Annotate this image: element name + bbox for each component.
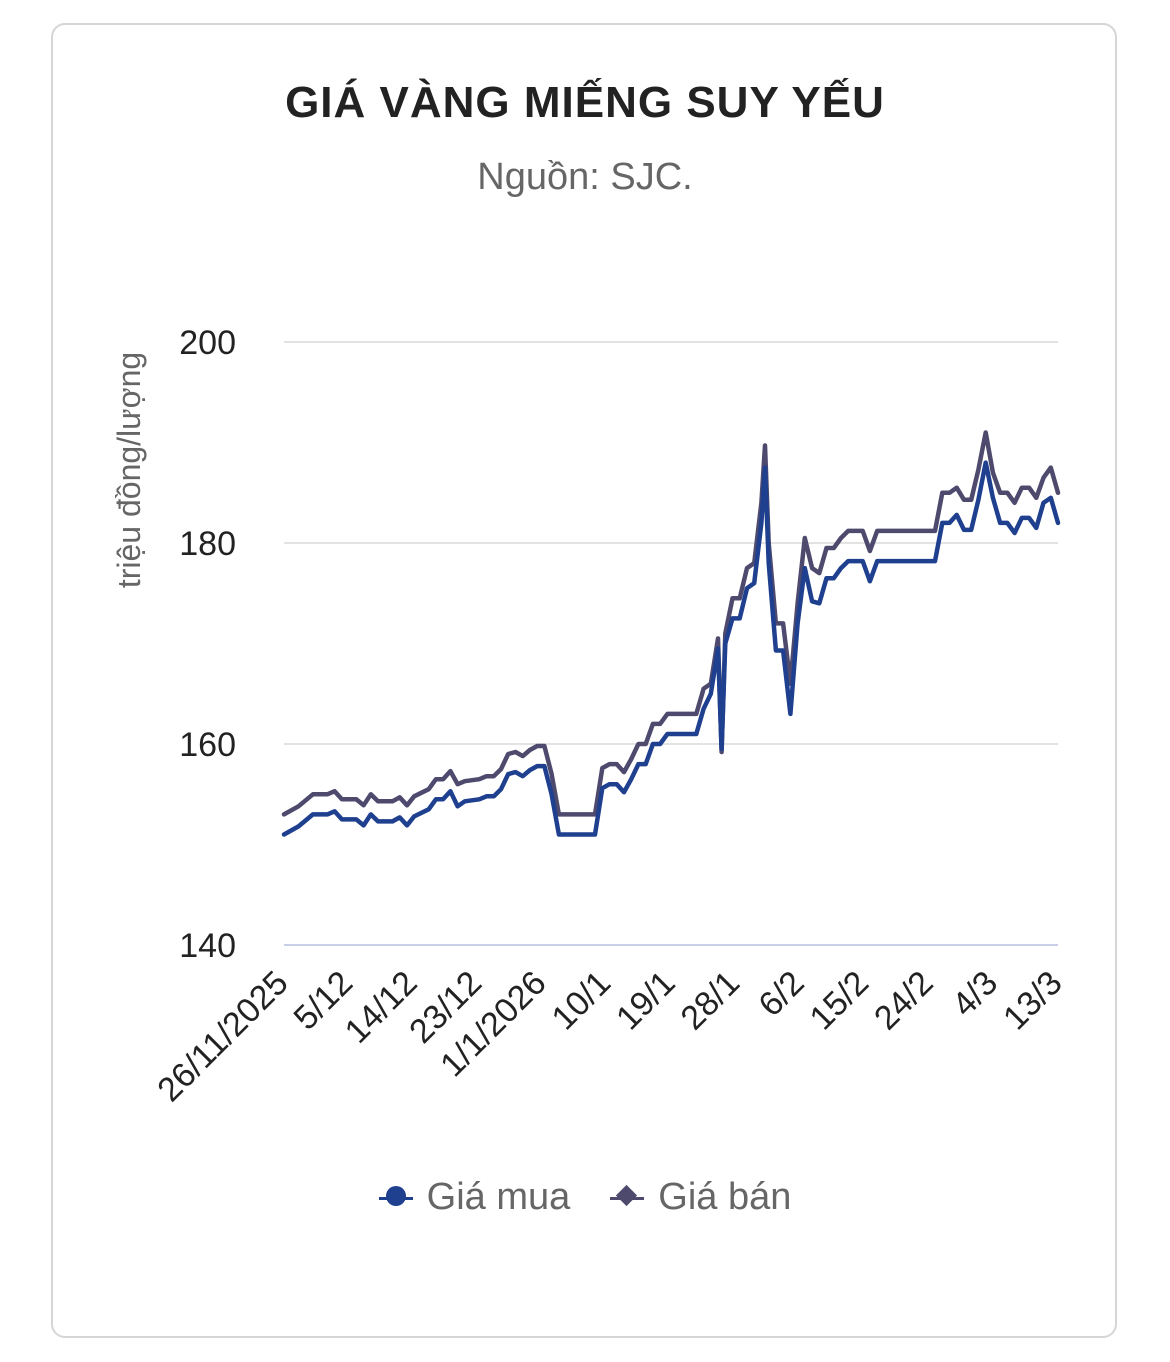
legend: Giá mua Giá bán <box>0 1176 1170 1219</box>
x-tick-label: 19/1 <box>609 964 683 1038</box>
x-tick-label: 15/2 <box>802 964 876 1038</box>
x-tick-label: 14/12 <box>338 964 425 1051</box>
x-tick-label: 6/2 <box>751 964 811 1024</box>
x-tick-label: 13/3 <box>996 964 1070 1038</box>
series-line-sell <box>281 430 1061 817</box>
legend-item-sell[interactable]: Giá bán <box>610 1176 791 1219</box>
gridlines <box>284 341 1058 946</box>
diamond-marker-icon <box>610 1184 645 1208</box>
legend-label-buy: Giá mua <box>426 1176 571 1218</box>
chart-subtitle: Nguồn: SJC. <box>477 156 693 198</box>
x-tick-label: 26/11/2025 <box>150 964 295 1109</box>
chart-card <box>51 23 1117 1338</box>
y-axis-label: triệu đồng/lượng <box>111 352 147 588</box>
legend-label-sell: Giá bán <box>658 1176 792 1218</box>
y-tick-label: 160 <box>179 726 236 764</box>
x-tick-label: 10/1 <box>544 964 618 1038</box>
x-axis-ticks: 26/11/20255/1214/1223/121/1/202610/119/1… <box>150 964 1069 1109</box>
series-line-buy <box>281 460 1061 837</box>
x-tick-label: 28/1 <box>673 964 747 1038</box>
y-tick-label: 180 <box>179 525 236 563</box>
x-tick-label: 24/2 <box>867 964 941 1038</box>
series-lines <box>281 430 1061 837</box>
y-tick-label: 200 <box>179 324 236 362</box>
y-tick-label: 140 <box>179 927 236 965</box>
y-axis-ticks: 140 160 180 200 <box>179 324 236 965</box>
chart-title: GIÁ VÀNG MIẾNG SUY YẾU <box>285 78 885 127</box>
x-tick-label: 4/3 <box>945 964 1005 1024</box>
circle-marker-icon <box>378 1185 413 1208</box>
legend-item-buy[interactable]: Giá mua <box>378 1176 571 1219</box>
